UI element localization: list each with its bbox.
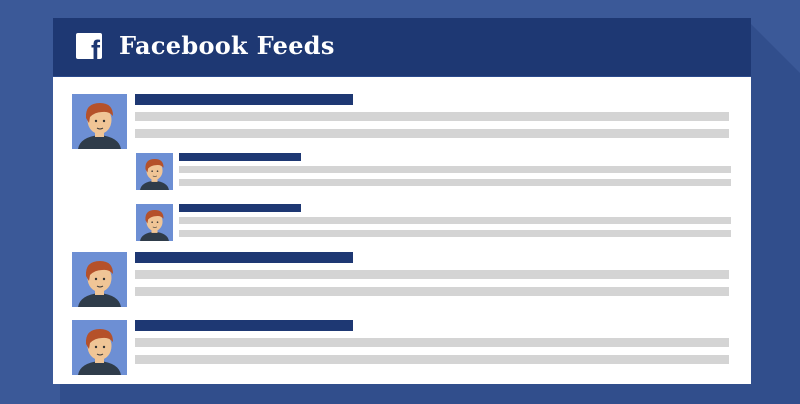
facebook-logo-icon: f <box>76 33 102 59</box>
reply-avatar[interactable] <box>136 153 173 190</box>
reply-author-bar <box>179 204 301 212</box>
post-text-bar <box>135 112 729 121</box>
reply-text-bar <box>179 166 731 173</box>
post-text-bar <box>135 129 729 138</box>
feed-card: f Facebook Feeds <box>53 18 751 384</box>
reply-text-bar <box>179 217 731 224</box>
reply-author-bar <box>179 153 301 161</box>
post-text-bar <box>135 355 729 364</box>
post-text-bar <box>135 287 729 296</box>
reply-text-bar <box>179 179 731 186</box>
post-text-bar <box>135 338 729 347</box>
feed-header: f Facebook Feeds <box>53 18 751 77</box>
reply-text-bar <box>179 230 731 237</box>
avatar[interactable] <box>72 252 127 307</box>
reply-avatar[interactable] <box>136 204 173 241</box>
avatar[interactable] <box>72 94 127 149</box>
post-author-bar <box>135 94 353 105</box>
post-author-bar <box>135 320 353 331</box>
post-text-bar <box>135 270 729 279</box>
avatar[interactable] <box>72 320 127 375</box>
feed-title: Facebook Feeds <box>119 31 335 60</box>
post-author-bar <box>135 252 353 263</box>
